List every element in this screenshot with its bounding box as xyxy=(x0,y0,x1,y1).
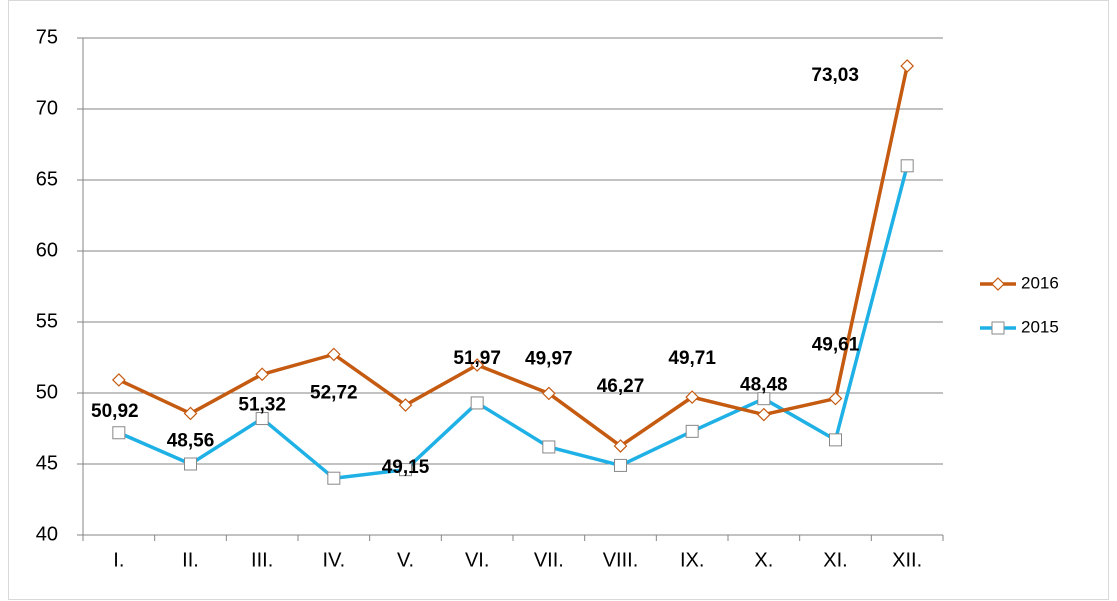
x-tick-label: X. xyxy=(754,549,773,571)
x-tick-label: XII. xyxy=(892,549,922,571)
data-point xyxy=(829,433,842,447)
legend-marker xyxy=(991,277,1005,291)
y-tick-label: 65 xyxy=(36,168,58,190)
data-point xyxy=(542,440,556,454)
data-point xyxy=(900,59,915,73)
data-point xyxy=(470,396,484,410)
y-tick-label: 70 xyxy=(36,97,58,119)
x-tick-label: VIII. xyxy=(603,549,639,571)
data-label: 51,32 xyxy=(238,394,286,415)
series-line xyxy=(118,65,909,448)
data-point xyxy=(326,347,341,362)
legend-label: 2015 xyxy=(1021,317,1059,336)
data-label: 48,56 xyxy=(167,430,215,451)
data-point xyxy=(183,406,198,421)
data-point xyxy=(255,412,269,426)
data-point xyxy=(685,390,700,404)
data-point xyxy=(112,426,126,440)
y-tick-label: 40 xyxy=(36,523,58,545)
data-point xyxy=(470,358,485,372)
data-label: 49,97 xyxy=(525,348,573,369)
data-label: 73,03 xyxy=(811,65,859,86)
x-tick-label: IV. xyxy=(323,549,346,571)
data-point xyxy=(541,386,556,401)
data-point xyxy=(614,458,627,472)
x-tick-label: IX. xyxy=(680,549,704,571)
data-point xyxy=(685,424,699,438)
y-tick-label: 50 xyxy=(36,381,58,403)
y-tick-label: 60 xyxy=(36,239,58,261)
legend-marker xyxy=(991,321,1005,335)
data-label: 49,15 xyxy=(382,457,430,478)
series-line xyxy=(118,165,909,480)
x-tick-label: VII. xyxy=(534,549,564,571)
data-point xyxy=(255,367,270,382)
data-point xyxy=(327,471,341,485)
data-label: 49,61 xyxy=(812,335,860,356)
data-point xyxy=(900,159,914,173)
data-point xyxy=(613,439,628,453)
legend-label: 2016 xyxy=(1021,273,1059,292)
y-tick-label: 45 xyxy=(36,452,58,474)
y-tick-label: 55 xyxy=(36,310,58,332)
data-label: 46,27 xyxy=(597,376,645,397)
data-point xyxy=(756,407,771,422)
data-label: 49,71 xyxy=(668,348,716,369)
data-point xyxy=(184,457,197,471)
y-tick-label: 75 xyxy=(36,26,58,48)
data-point xyxy=(398,398,413,412)
x-tick-label: I. xyxy=(113,549,124,571)
data-point xyxy=(111,373,126,387)
x-tick-label: XI. xyxy=(823,549,847,571)
data-point xyxy=(399,463,412,477)
x-tick-label: II. xyxy=(182,549,199,571)
data-label: 48,48 xyxy=(740,375,788,396)
x-tick-label: III. xyxy=(251,549,273,571)
data-point xyxy=(757,392,771,406)
data-label: 51,97 xyxy=(453,348,501,369)
data-point xyxy=(828,391,843,406)
x-tick-label: VI. xyxy=(465,549,489,571)
data-label: 50,92 xyxy=(91,401,139,422)
chart-border xyxy=(8,0,1109,600)
x-tick-label: V. xyxy=(397,549,414,571)
data-label: 52,72 xyxy=(310,382,358,403)
